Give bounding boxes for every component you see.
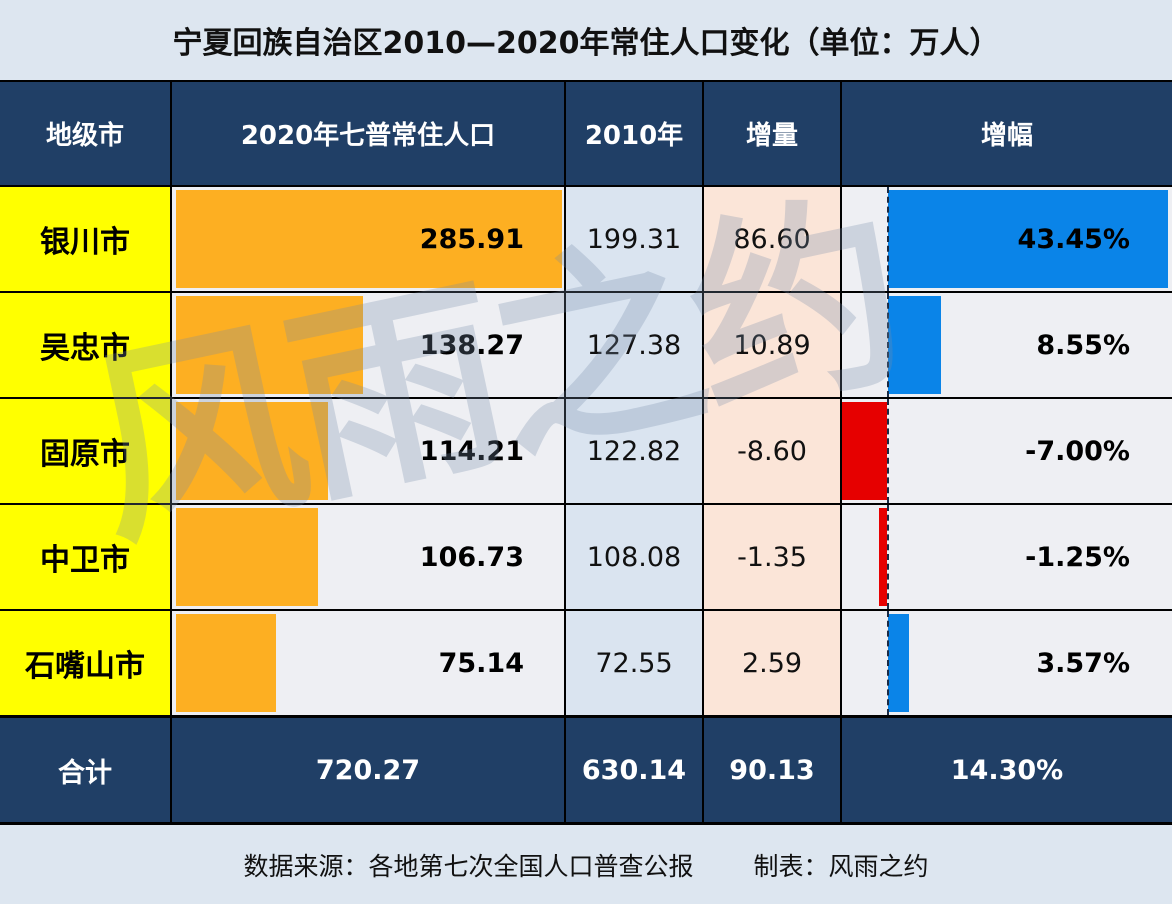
city-cell: 石嘴山市 — [0, 611, 170, 715]
growth-bar-positive — [888, 614, 909, 712]
growth-cell: 43.45% — [842, 187, 1172, 291]
growth-value: -7.00% — [1025, 435, 1130, 467]
city-cell: 吴忠市 — [0, 293, 170, 397]
pop2020-value: 114.21 — [419, 435, 524, 467]
growth-bar-positive — [888, 190, 1168, 288]
increase-cell: 10.89 — [704, 293, 840, 397]
city-cell: 银川市 — [0, 187, 170, 291]
growth-value: 3.57% — [1036, 647, 1130, 679]
pop2020-value: 138.27 — [419, 329, 524, 361]
pop2020-value: 75.14 — [438, 647, 524, 679]
pop2020-cell: 106.73 — [172, 505, 564, 609]
city-cell: 中卫市 — [0, 505, 170, 609]
increase-cell: -1.35 — [704, 505, 840, 609]
header-growth: 增幅 — [842, 82, 1172, 185]
header-increase: 增量 — [704, 82, 840, 185]
total-growth: 14.30% — [842, 718, 1172, 822]
pop2020-bar — [176, 190, 562, 288]
pop2020-value: 106.73 — [419, 541, 524, 573]
table-title: 宁夏回族自治区2010—2020年常住人口变化（单位：万人） — [0, 0, 1172, 80]
increase-cell: 2.59 — [704, 611, 840, 715]
pop2010-cell: 122.82 — [566, 399, 702, 503]
pop2020-cell: 138.27 — [172, 293, 564, 397]
zero-axis-line — [887, 293, 889, 397]
pop2010-cell: 199.31 — [566, 187, 702, 291]
pop2020-cell: 114.21 — [172, 399, 564, 503]
pop2020-bar — [176, 402, 328, 500]
footer: 数据来源：各地第七次全国人口普查公报 制表：风雨之约 — [0, 825, 1172, 904]
total-pop2020: 720.27 — [172, 718, 564, 822]
zero-axis-line — [887, 611, 889, 715]
header-city: 地级市 — [0, 82, 170, 185]
pop2020-bar — [176, 508, 318, 606]
increase-cell: 86.60 — [704, 187, 840, 291]
pop2020-cell: 75.14 — [172, 611, 564, 715]
header-pop2020: 2020年七普常住人口 — [172, 82, 564, 185]
total-increase: 90.13 — [704, 718, 840, 822]
pop2010-cell: 108.08 — [566, 505, 702, 609]
growth-bar-negative — [879, 508, 887, 606]
growth-value: 8.55% — [1036, 329, 1130, 361]
data-source-note: 数据来源：各地第七次全国人口普查公报 — [243, 851, 694, 881]
pop2020-value: 285.91 — [419, 223, 524, 255]
header-pop2010: 2010年 — [566, 82, 702, 185]
pop2020-bar — [176, 614, 276, 712]
growth-bar-positive — [888, 296, 941, 394]
pop2010-cell: 72.55 — [566, 611, 702, 715]
growth-cell: -1.25% — [842, 505, 1172, 609]
growth-cell: 8.55% — [842, 293, 1172, 397]
pop2020-cell: 285.91 — [172, 187, 564, 291]
growth-cell: 3.57% — [842, 611, 1172, 715]
author-note: 制表：风雨之约 — [753, 851, 929, 881]
growth-value: -1.25% — [1025, 541, 1130, 573]
city-cell: 固原市 — [0, 399, 170, 503]
growth-cell: -7.00% — [842, 399, 1172, 503]
zero-axis-line — [887, 187, 889, 291]
zero-axis-line — [887, 399, 889, 503]
growth-value: 43.45% — [1017, 223, 1130, 255]
pop2010-cell: 127.38 — [566, 293, 702, 397]
pop2020-bar — [176, 296, 363, 394]
total-pop2010: 630.14 — [566, 718, 702, 822]
growth-bar-negative — [842, 402, 887, 500]
zero-axis-line — [887, 505, 889, 609]
total-label: 合计 — [0, 718, 170, 822]
increase-cell: -8.60 — [704, 399, 840, 503]
